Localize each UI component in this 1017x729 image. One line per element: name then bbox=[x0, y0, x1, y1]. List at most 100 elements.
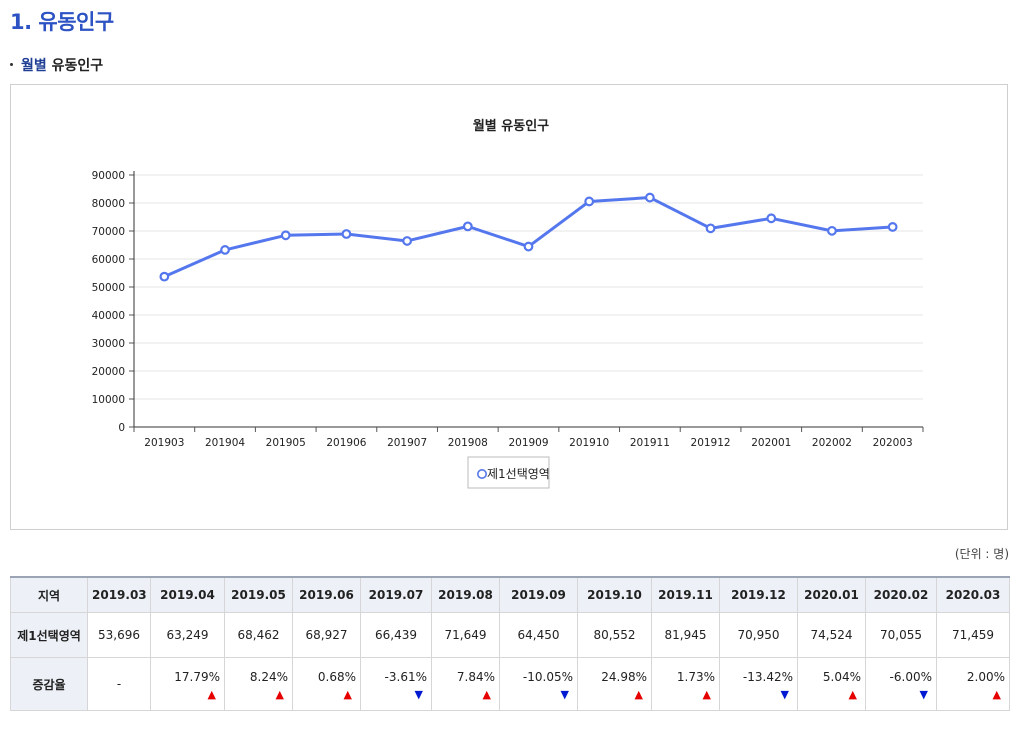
table-row: 제1선택영역 53,696 63,249 68,462 68,927 66,439 71,… bbox=[10, 612, 1010, 658]
rate-cell: 17.79% ▲ bbox=[150, 657, 225, 711]
population-cell: 74,524 bbox=[797, 612, 866, 658]
chart-title: 월별 유동인구 bbox=[473, 118, 549, 134]
month-header: 2019.04 bbox=[150, 576, 225, 613]
population-table: 지역 2019.03 2019.04 2019.05 2019.06 2019.07 20… bbox=[10, 576, 1010, 711]
data-point bbox=[644, 192, 655, 203]
rate-cell: -3.61% ▼ bbox=[360, 657, 432, 711]
y-tick-label: 70000 bbox=[92, 226, 125, 238]
rate-cell: - bbox=[87, 657, 151, 711]
x-tick-label: 201906 bbox=[326, 437, 366, 449]
table-header-row: 지역 2019.03 2019.04 2019.05 2019.06 2019.07 20… bbox=[10, 576, 1010, 613]
increase-triangle-icon: ▲ bbox=[634, 688, 643, 701]
x-tick-label: 202003 bbox=[873, 437, 913, 449]
y-tick-label: 20000 bbox=[92, 366, 125, 378]
month-header: 2020.01 bbox=[797, 576, 866, 613]
decrease-triangle-icon: ▼ bbox=[414, 688, 423, 701]
x-tick-label: 202002 bbox=[812, 437, 852, 449]
month-header: 2020.02 bbox=[865, 576, 937, 613]
month-header: 2019.07 bbox=[360, 576, 432, 613]
rate-value: -13.42% bbox=[742, 670, 793, 684]
y-tick-label: 40000 bbox=[92, 310, 125, 322]
month-header: 2019.06 bbox=[292, 576, 361, 613]
row-label: 증감율 bbox=[10, 657, 88, 711]
rate-cell: -10.05% ▼ bbox=[499, 657, 578, 711]
population-cell: 70,950 bbox=[719, 612, 798, 658]
rate-cell: 24.98% ▲ bbox=[577, 657, 652, 711]
rate-value: 0.68% bbox=[317, 670, 356, 684]
population-cell: 81,945 bbox=[651, 612, 720, 658]
increase-triangle-icon: ▲ bbox=[207, 688, 216, 701]
rate-value: 24.98% bbox=[601, 670, 647, 684]
rate-value: - bbox=[116, 677, 122, 691]
row-label: 제1선택영역 bbox=[10, 612, 88, 658]
increase-triangle-icon: ▲ bbox=[992, 688, 1001, 701]
y-tick-label: 80000 bbox=[92, 198, 125, 210]
month-header: 2019.12 bbox=[719, 576, 798, 613]
line-chart: 월별 유동인구 0 10000 20000 30000 40000 50000 60000 70… bbox=[92, 118, 924, 489]
data-point bbox=[766, 213, 777, 224]
month-header: 2019.05 bbox=[224, 576, 293, 613]
legend-marker bbox=[476, 468, 487, 479]
bullet-dot bbox=[10, 62, 13, 66]
table-row: 증감율 - 17.79% ▲ 8.24% ▲ 0.68% ▲ -3.61% ▼ 7.84% ▲ -10… bbox=[10, 657, 1010, 711]
rate-value: -10.05% bbox=[522, 670, 573, 684]
rate-value: -3.61% bbox=[384, 670, 427, 684]
y-tick-label: 50000 bbox=[92, 282, 125, 294]
population-cell: 71,459 bbox=[936, 612, 1010, 658]
x-tick-label: 202001 bbox=[751, 437, 791, 449]
rate-cell: 8.24% ▲ bbox=[224, 657, 293, 711]
population-cell: 66,439 bbox=[360, 612, 432, 658]
x-tick-label: 201903 bbox=[144, 437, 184, 449]
month-header: 2020.03 bbox=[936, 576, 1010, 613]
region-header: 지역 bbox=[10, 576, 88, 613]
rate-value: 17.79% bbox=[174, 670, 220, 684]
data-point bbox=[402, 236, 413, 246]
data-point bbox=[887, 222, 898, 232]
data-point bbox=[220, 245, 230, 255]
decrease-triangle-icon: ▼ bbox=[780, 688, 789, 701]
increase-triangle-icon: ▲ bbox=[275, 688, 284, 701]
data-point bbox=[341, 229, 352, 239]
data-point bbox=[280, 230, 291, 241]
rate-cell: 7.84% ▲ bbox=[431, 657, 500, 711]
x-tick-label: 201907 bbox=[387, 437, 427, 449]
month-header: 2019.11 bbox=[651, 576, 720, 613]
rate-cell: 0.68% ▲ bbox=[292, 657, 361, 711]
x-tick-label: 201905 bbox=[266, 437, 306, 449]
increase-triangle-icon: ▲ bbox=[482, 688, 491, 701]
data-point bbox=[462, 221, 473, 232]
legend-label: 제1선택영역 bbox=[487, 467, 550, 481]
population-cell: 53,696 bbox=[87, 612, 151, 658]
rate-value: 8.24% bbox=[249, 670, 288, 684]
rate-value: 7.84% bbox=[456, 670, 495, 684]
increase-triangle-icon: ▲ bbox=[702, 688, 711, 701]
y-tick-label: 30000 bbox=[92, 338, 125, 350]
section-title: 월별 유동인구 bbox=[10, 55, 103, 75]
increase-triangle-icon: ▲ bbox=[343, 688, 352, 701]
rate-value: -6.00% bbox=[889, 670, 932, 684]
population-cell: 71,649 bbox=[431, 612, 500, 658]
x-tick-label: 201904 bbox=[205, 437, 245, 449]
x-tick-label: 201909 bbox=[508, 437, 548, 449]
y-tick-label: 90000 bbox=[92, 170, 125, 182]
data-point bbox=[584, 196, 595, 207]
data-point bbox=[827, 225, 837, 236]
rate-cell: -6.00% ▼ bbox=[865, 657, 937, 711]
x-tick-label: 201910 bbox=[569, 437, 609, 449]
population-cell: 70,055 bbox=[865, 612, 937, 658]
rate-cell: 2.00% ▲ bbox=[936, 657, 1010, 711]
rate-value: 2.00% bbox=[966, 670, 1005, 684]
x-tick-label: 201912 bbox=[691, 437, 731, 449]
x-tick-label: 201908 bbox=[448, 437, 488, 449]
rate-value: 5.04% bbox=[822, 670, 861, 684]
series-line bbox=[163, 196, 893, 279]
population-cell: 68,927 bbox=[292, 612, 361, 658]
population-cell: 80,552 bbox=[577, 612, 652, 658]
data-point bbox=[523, 241, 534, 252]
rate-cell: 5.04% ▲ bbox=[797, 657, 866, 711]
y-tick-label: 10000 bbox=[92, 394, 125, 406]
rate-value: 1.73% bbox=[676, 670, 715, 684]
month-header: 2019.08 bbox=[431, 576, 500, 613]
section-title-rest: 유동인구 bbox=[46, 58, 104, 74]
month-header: 2019.09 bbox=[499, 576, 578, 613]
